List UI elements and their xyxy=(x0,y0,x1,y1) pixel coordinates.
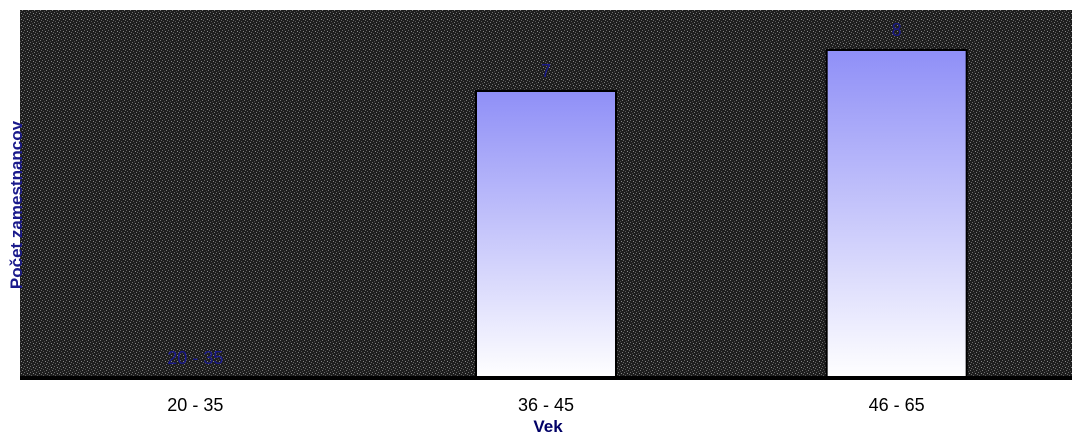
y-axis-title: Počet zamestnancov xyxy=(7,120,26,289)
data-label: 7 xyxy=(541,61,551,81)
bar-36-45 xyxy=(475,90,617,379)
x-tick-label: 36 - 45 xyxy=(518,395,574,415)
data-label: 8 xyxy=(892,20,902,40)
x-tick-label: 20 - 35 xyxy=(167,395,223,415)
bars-group: 20 - 35 7 8 xyxy=(167,20,968,379)
x-tick-label: 46 - 65 xyxy=(869,395,925,415)
x-tick-labels: 20 - 35 36 - 45 46 - 65 xyxy=(167,395,924,415)
data-label: 20 - 35 xyxy=(167,348,223,368)
bar-46-65 xyxy=(825,49,968,379)
x-axis-title: Vek xyxy=(533,417,563,436)
